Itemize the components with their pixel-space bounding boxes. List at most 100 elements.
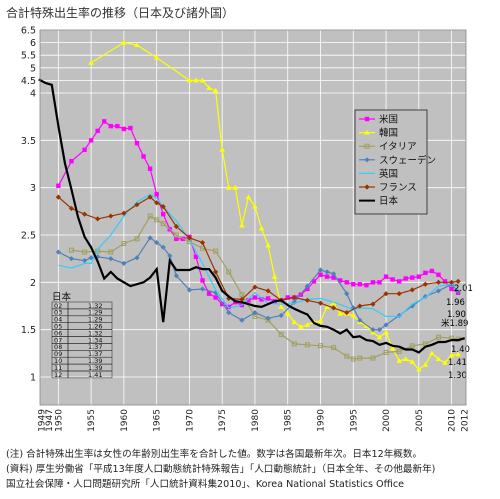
marker-usa	[442, 279, 448, 284]
series-line	[58, 193, 459, 317]
marker-korea	[383, 329, 389, 335]
marker-usa	[318, 272, 323, 277]
end-label: 米1.89	[441, 318, 468, 329]
series-line	[38, 78, 466, 354]
marker-korea	[298, 324, 304, 329]
marker-usa	[206, 291, 212, 296]
end-label: 2.01	[454, 284, 473, 294]
y-tick-label: 1.5	[21, 325, 36, 336]
marker-diamond	[68, 205, 75, 212]
table-value: 1.37	[88, 350, 102, 358]
marker-diamond	[304, 297, 310, 303]
table-year: 05	[54, 323, 62, 331]
marker-diamond	[331, 271, 337, 277]
marker-korea	[409, 359, 416, 364]
marker-korea	[429, 350, 435, 356]
marker-usa	[390, 277, 395, 282]
marker-korea	[219, 147, 225, 152]
x-tick-label: 1970	[185, 409, 195, 432]
table-value: 1.29	[88, 309, 102, 317]
marker-korea	[324, 304, 330, 309]
y-tick-label: 6	[30, 38, 36, 49]
marker-diamond	[435, 279, 442, 285]
table-year: 06	[54, 329, 62, 337]
table-year: 11	[54, 364, 62, 372]
end-label: 1.30	[448, 371, 467, 381]
marker-korea	[317, 318, 324, 324]
grid-layer	[40, 29, 466, 405]
marker-diamond	[81, 257, 88, 264]
note-source-2: 国立社会保障・人口問題研究所「人口統計資料集2010」、Korea Nation…	[6, 479, 405, 490]
table-value: 1.39	[88, 357, 102, 365]
marker-usa	[377, 280, 382, 285]
marker-korea	[245, 194, 252, 200]
marker-diamond	[121, 210, 127, 216]
marker-diamond	[68, 256, 75, 262]
marker-diamond	[317, 300, 324, 306]
series-日本	[38, 78, 466, 354]
x-tick-label: 2012	[461, 409, 471, 432]
marker-italy	[331, 345, 337, 351]
legend-label: イタリア	[379, 142, 417, 153]
marker-diamond	[304, 283, 310, 289]
marker-diamond	[291, 294, 297, 301]
marker-usa	[370, 280, 376, 285]
x-tick-label: 1950	[54, 409, 64, 432]
marker-italy	[154, 217, 160, 223]
marker-diamond	[160, 244, 166, 250]
marker-italy	[344, 353, 350, 359]
table-year: 10	[54, 357, 62, 365]
marker-italy	[396, 348, 402, 354]
marker-usa	[141, 154, 146, 159]
marker-diamond	[317, 267, 324, 273]
marker-italy	[304, 342, 310, 348]
marker-italy	[173, 232, 179, 238]
marker-usa	[193, 254, 199, 259]
marker-diamond	[199, 286, 206, 292]
x-tick-label: 1960	[120, 409, 130, 432]
marker-diamond	[81, 211, 88, 217]
marker-korea	[88, 59, 94, 65]
y-tick-label: 4.5	[21, 76, 36, 87]
table-year: 02	[54, 302, 62, 310]
y-tick-label: 5	[30, 63, 36, 74]
marker-korea	[284, 310, 291, 316]
marker-diamond	[376, 327, 383, 333]
marker-italy	[108, 249, 114, 255]
x-tick-label: 1980	[251, 409, 261, 432]
marker-usa	[351, 282, 356, 287]
marker-usa	[265, 296, 271, 301]
marker-diamond	[370, 327, 376, 333]
y-tick-label: 5.5	[21, 51, 36, 62]
marker-korea	[442, 360, 448, 365]
marker-diamond	[291, 299, 297, 305]
x-tick-label: 1955	[87, 409, 97, 432]
marker-usa	[115, 123, 120, 129]
marker-korea	[278, 304, 284, 309]
table-value: 1.37	[88, 343, 102, 351]
x-tick-label: 2010	[448, 409, 458, 432]
marker-diamond	[422, 281, 428, 287]
marker-usa	[416, 274, 422, 279]
marker-diamond	[396, 291, 402, 297]
marker-usa	[174, 236, 179, 241]
marker-diamond	[252, 284, 258, 290]
table-year: 04	[54, 316, 62, 324]
marker-diamond	[55, 249, 61, 255]
marker-usa	[364, 282, 369, 288]
marker-diamond	[357, 303, 363, 309]
marker-diamond	[383, 291, 389, 297]
marker-diamond	[108, 213, 114, 219]
marker-italy	[291, 341, 297, 347]
marker-usa	[383, 274, 389, 279]
marker-diamond	[239, 296, 245, 302]
marker-usa	[331, 275, 336, 280]
marker-korea	[134, 42, 140, 48]
marker-korea	[422, 361, 429, 367]
marker-diamond	[265, 288, 271, 294]
marker-usa	[324, 274, 330, 279]
x-tick-label: 1949	[37, 409, 47, 432]
y-tick-label: 3.5	[21, 136, 36, 147]
marker-italy	[147, 213, 153, 219]
